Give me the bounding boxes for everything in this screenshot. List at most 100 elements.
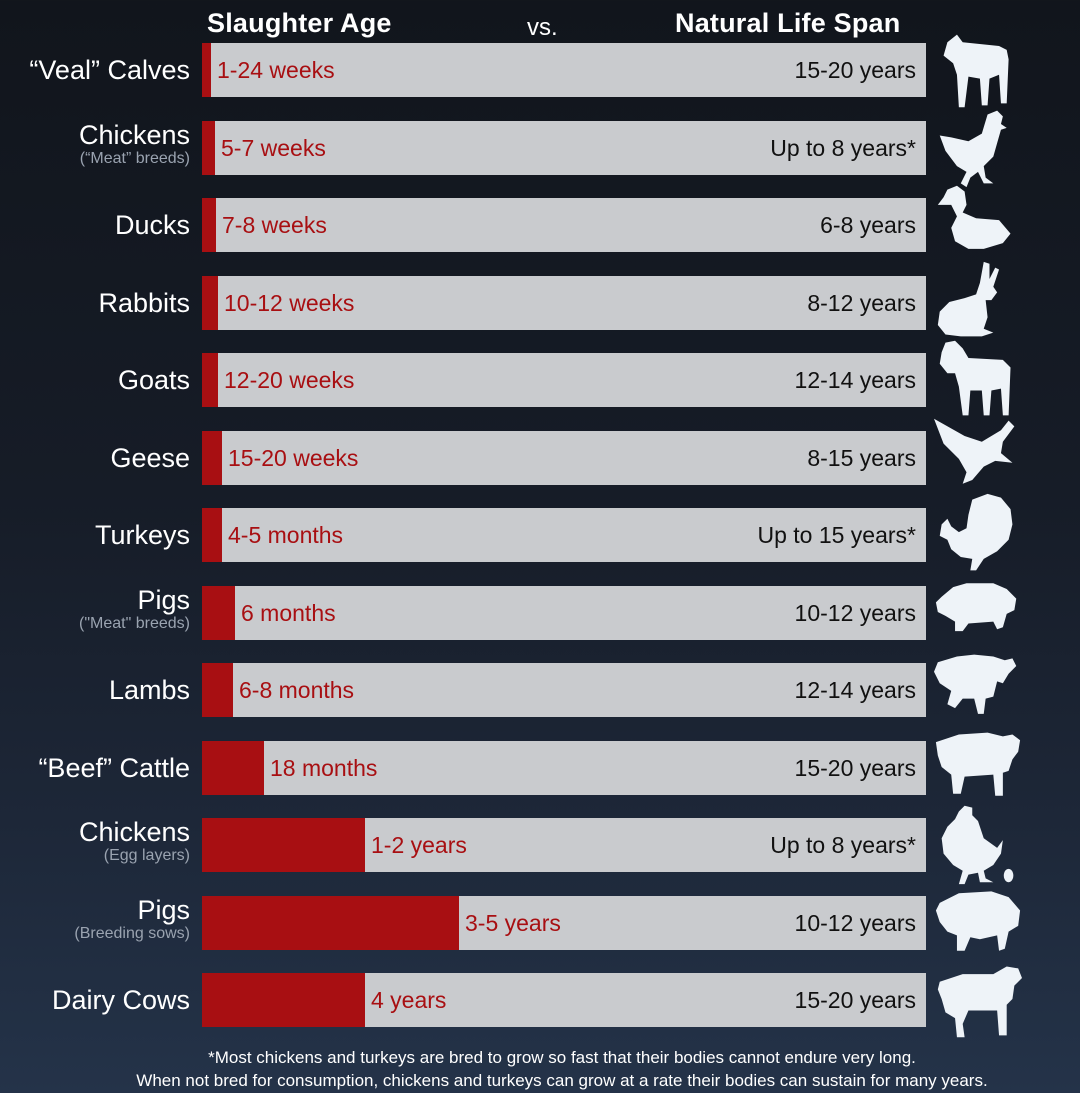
- life-span-label: Up to 8 years*: [770, 134, 916, 161]
- calf-icon: [930, 25, 1026, 113]
- animal-label: Chickens (Egg layers): [79, 814, 190, 868]
- chart-row: Rabbits 10-12 weeks 8-12 years: [0, 261, 1080, 336]
- slaughter-age-label: 1-24 weeks: [217, 57, 335, 83]
- lamb-icon: [930, 645, 1026, 733]
- duck-icon: [930, 180, 1026, 268]
- turkey-icon: [930, 490, 1026, 578]
- slaughter-age-label: 5-7 weeks: [221, 134, 326, 161]
- lifespan-bar: 15-20 weeks 8-15 years: [202, 430, 926, 485]
- slaughter-age-bar: [202, 43, 211, 97]
- lifespan-bar: 1-24 weeks 15-20 years: [202, 43, 926, 97]
- slaughter-age-bar: [202, 120, 215, 175]
- goose-icon: [930, 413, 1026, 501]
- slaughter-age-label: 12-20 weeks: [224, 367, 355, 393]
- animal-name: “Beef” Cattle: [38, 752, 190, 783]
- slaughter-age-heading: Slaughter Age: [207, 8, 392, 38]
- animal-label: Pigs (Breeding sows): [74, 892, 190, 946]
- chart-row: Turkeys 4-5 months Up to 15 years*: [0, 493, 1080, 571]
- natural-life-span-heading: Natural Life Span: [675, 8, 901, 38]
- chart-row: Chickens (“Meat” breeds) 5-7 weeks Up to 8 …: [0, 110, 1080, 187]
- slaughter-age-label: 3-5 years: [465, 909, 561, 936]
- goat-icon: [930, 335, 1026, 423]
- animal-label: Rabbits: [98, 276, 190, 330]
- slaughter-age-bar: [202, 818, 365, 872]
- chart-header: Slaughter Age vs. Natural Life Span: [0, 6, 1080, 42]
- lifespan-bar: 18 months 15-20 years: [202, 740, 926, 795]
- lifespan-bar: 6 months 10-12 years: [202, 585, 926, 640]
- animal-name: Chickens: [78, 817, 190, 847]
- life-span-label: 8-15 years: [807, 444, 916, 471]
- cow-icon: [930, 955, 1026, 1043]
- footnote: *Most chickens and turkeys are bred to g…: [0, 1046, 1080, 1092]
- lifespan-bar: 1-2 years Up to 8 years*: [202, 818, 926, 872]
- animal-name: Rabbits: [98, 287, 190, 318]
- animal-label: Turkeys: [95, 508, 190, 562]
- slaughter-age-label: 6-8 months: [239, 677, 355, 703]
- animal-name: Pigs: [137, 584, 190, 615]
- life-span-label: 15-20 years: [794, 57, 916, 83]
- life-span-label: 6-8 years: [820, 212, 916, 238]
- life-span-label: 10-12 years: [794, 909, 916, 936]
- lifespan-bar: 3-5 years 10-12 years: [202, 895, 926, 950]
- slaughter-age-label: 4 years: [371, 987, 447, 1013]
- life-span-label: 10-12 years: [794, 599, 916, 626]
- chart-row: Lambs 6-8 months 12-14 years: [0, 654, 1080, 723]
- slaughter-age-bar: [202, 430, 222, 485]
- hen-with-egg-icon: [930, 800, 1026, 888]
- animal-name: Pigs: [137, 894, 190, 925]
- versus-label: vs.: [527, 14, 558, 41]
- animal-label: “Beef” Cattle: [38, 741, 190, 795]
- animal-sublabel: (Breeding sows): [74, 924, 190, 942]
- life-span-label: 8-12 years: [807, 289, 916, 316]
- lifespan-bar: 4-5 months Up to 15 years*: [202, 508, 926, 562]
- slaughter-age-bar: [202, 353, 218, 407]
- animal-label: Geese: [110, 431, 190, 485]
- animal-sublabel: ("Meat" breeds): [79, 614, 190, 632]
- chicken-icon: [930, 103, 1026, 191]
- animal-name: Geese: [110, 442, 190, 473]
- animal-label: Goats: [118, 353, 190, 407]
- animal-name: Goats: [117, 365, 190, 395]
- bull-icon: [930, 723, 1026, 811]
- footnote-line-1: *Most chickens and turkeys are bred to g…: [208, 1048, 916, 1067]
- animal-sublabel: (Egg layers): [103, 847, 190, 864]
- slaughter-age-label: 15-20 weeks: [228, 444, 359, 471]
- chart-row: Pigs (Breeding sows) 3-5 years 10-12 years: [0, 890, 1080, 956]
- lifespan-bar: 10-12 weeks 8-12 years: [202, 275, 926, 330]
- slaughter-age-bar: [202, 663, 233, 717]
- slaughter-age-label: 10-12 weeks: [224, 289, 355, 316]
- slaughter-age-bar: [202, 973, 365, 1027]
- animal-label: Chickens (“Meat” breeds): [79, 117, 190, 171]
- chart-row: Pigs ("Meat" breeds) 6 months 10-12 years: [0, 582, 1080, 646]
- slaughter-age-label: 18 months: [270, 754, 378, 781]
- chart-row: Ducks 7-8 weeks 6-8 years: [0, 185, 1080, 258]
- animal-name: Chickens: [78, 119, 190, 150]
- sow-icon: [930, 878, 1026, 966]
- life-span-label: Up to 15 years*: [757, 522, 916, 548]
- rabbit-icon: [930, 258, 1026, 346]
- life-span-label: 15-20 years: [794, 987, 916, 1013]
- slaughter-age-bar: [202, 740, 264, 795]
- pig-icon: [930, 568, 1026, 656]
- slaughter-age-bar: [202, 508, 222, 562]
- slaughter-age-label: 6 months: [241, 599, 336, 626]
- animal-label: Dairy Cows: [52, 973, 190, 1027]
- animal-label: Pigs ("Meat" breeds): [79, 582, 190, 636]
- life-span-label: 15-20 years: [794, 754, 916, 781]
- life-span-label: 12-14 years: [794, 677, 916, 703]
- footnote-line-2: When not bred for consumption, chickens …: [136, 1071, 988, 1090]
- slaughter-age-bar: [202, 585, 235, 640]
- slaughter-age-label: 7-8 weeks: [222, 212, 327, 238]
- animal-name: Turkeys: [94, 520, 190, 550]
- chart-row: “Veal” Calves 1-24 weeks 15-20 years: [0, 34, 1080, 108]
- lifespan-bar: 4 years 15-20 years: [202, 973, 926, 1027]
- chart-row: Dairy Cows 4 years 15-20 years: [0, 966, 1080, 1038]
- animal-name: Ducks: [114, 210, 190, 240]
- lifespan-bar: 7-8 weeks 6-8 years: [202, 198, 926, 252]
- slaughter-age-bar: [202, 895, 459, 950]
- animal-name: Lambs: [108, 675, 190, 705]
- lifespan-bar: 6-8 months 12-14 years: [202, 663, 926, 717]
- animal-label: Lambs: [109, 663, 190, 717]
- slaughter-age-label: 1-2 years: [371, 832, 467, 858]
- slaughter-age-label: 4-5 months: [228, 522, 344, 548]
